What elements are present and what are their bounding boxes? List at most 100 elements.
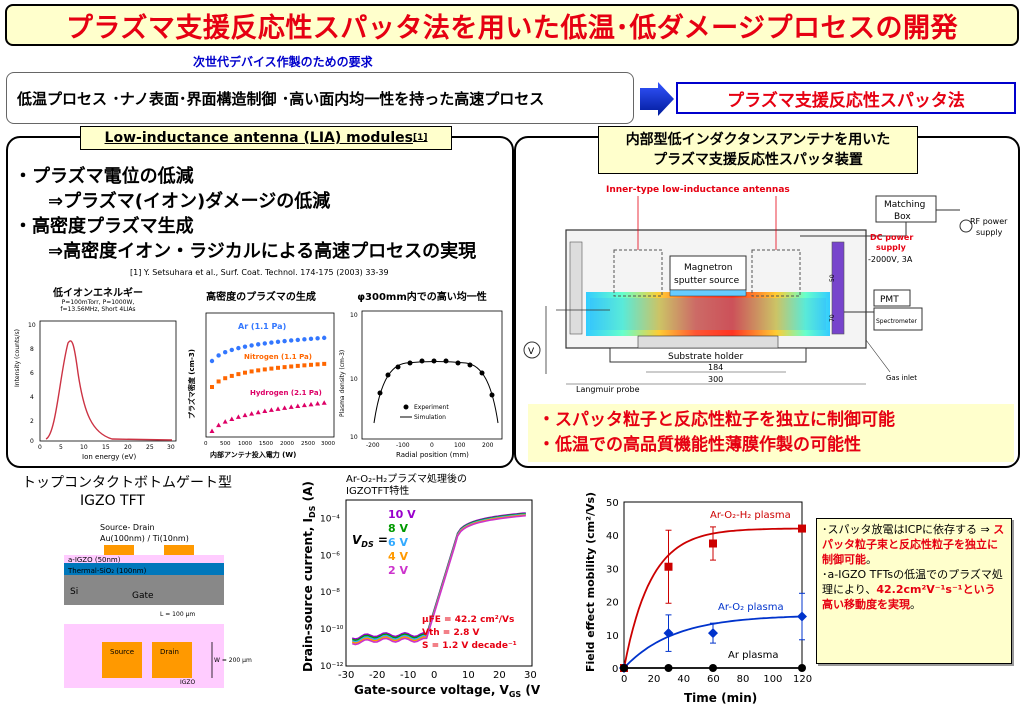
- ion-chart-svg: Intensity (counts/s) Ion energy (eV) 0 5…: [14, 320, 177, 461]
- ion-chart-xlabel: Ion energy (eV): [82, 453, 136, 461]
- mobility-ytick: 0: [612, 664, 618, 675]
- channel-width-label: W = 200 μm: [214, 657, 252, 664]
- bullet-1-sub: ⇒プラズマ(イオン)ダメージの低減: [48, 191, 331, 212]
- density-point: [209, 358, 215, 364]
- note-end-1: 。: [866, 553, 877, 566]
- density-point: [229, 416, 235, 422]
- voltmeter-icon: [523, 341, 541, 359]
- magnetron-label-1: Magnetron: [684, 263, 732, 273]
- top-view-igzo: [64, 624, 224, 688]
- transfer-xtick: -10: [400, 670, 416, 681]
- density-points: [209, 335, 327, 433]
- transfer-yticks: 10⁻⁴ 10⁻⁶ 10⁻⁸ 10⁻¹⁰ 10⁻¹²: [320, 514, 344, 672]
- transfer-legend-item: 6 V: [388, 536, 408, 549]
- top-view-source: [102, 642, 142, 678]
- density-xtick: 2500: [301, 441, 315, 447]
- density-point: [256, 368, 261, 373]
- density-point: [315, 401, 321, 406]
- density-xtick: 1000: [238, 441, 252, 447]
- density-xtick: 0: [204, 441, 208, 447]
- requirements-box: 低温プロセス ･ナノ表面･界面構造制御 ･高い面内均一性を持った高速プロセス: [6, 72, 634, 124]
- uniformity-xticks: -200 -100 0 100 200: [366, 442, 494, 449]
- transfer-xtick: 20: [493, 670, 506, 681]
- matching-box: [875, 195, 937, 223]
- antenna-left: [613, 249, 663, 297]
- uniformity-point: [419, 358, 425, 364]
- mobility-point: [663, 628, 674, 639]
- mobility-xtick: 120: [793, 674, 812, 685]
- transfer-xtick: -20: [369, 670, 385, 681]
- uniformity-point: [467, 362, 473, 368]
- param-ss: S = 1.2 V decade⁻¹: [422, 641, 517, 651]
- density-point: [276, 365, 280, 370]
- density-point: [315, 362, 320, 367]
- drain-electrode: [164, 545, 194, 555]
- svg-text:V: V: [528, 347, 535, 357]
- magnetron-label-2: sputter source: [674, 276, 740, 286]
- density-chart-svg: Ar (1.1 Pa) Nitrogen (1.1 Pa) Hydrogen (…: [187, 312, 335, 459]
- ion-chart-cond-2: f=13.56MHz, Short 4LIAs: [60, 306, 136, 313]
- feature-2: ・低温での高品質機能性薄膜作製の可能性: [538, 435, 861, 455]
- transfer-ylabel: Drain-source current, IDS (A): [301, 481, 317, 672]
- mobility-chart: 0 20 40 60 80 100 120 0 10 20 30 40 50 Time (min) F…: [584, 492, 812, 705]
- mobility-point: [797, 611, 807, 622]
- lia-title: Low-inductance antenna (LIA) modules [1]: [80, 126, 452, 150]
- density-point: [210, 385, 214, 389]
- density-point: [222, 419, 228, 424]
- density-point: [308, 336, 314, 342]
- uniformity-chart-svg: Experiment Simulation Plasma density (cm…: [339, 310, 503, 459]
- magnetron: [669, 255, 747, 291]
- density-point: [229, 347, 234, 353]
- reference: [1] Y. Setsuhara et al., Surf. Coat. Tec…: [130, 268, 389, 277]
- ion-ytick: 2: [30, 418, 34, 425]
- method-box: プラズマ支援反応性スパッタ法: [676, 82, 1016, 114]
- note-text-1: ･スパッタ放電はICPに依存する ⇒: [822, 523, 994, 536]
- sio2-layer-label: Thermal-SiO₂ (100nm): [67, 567, 147, 575]
- density-point: [243, 370, 247, 375]
- density-point: [262, 408, 268, 414]
- density-point: [262, 341, 267, 346]
- ion-xtick: 20: [124, 444, 132, 451]
- pmt-window: [831, 241, 845, 335]
- vds-label: VDS =: [352, 533, 388, 549]
- density-point: [256, 342, 261, 347]
- density-xticks: 0 500 1000 1500 2000 2500 3000: [204, 441, 335, 447]
- ion-xtick: 5: [59, 444, 63, 451]
- density-chart-title: 高密度のプラズマの生成: [206, 292, 316, 303]
- right-arrow-icon: [640, 82, 674, 116]
- dc-supply-label-1: DC power: [870, 233, 913, 242]
- density-point: [301, 402, 307, 408]
- legend-experiment-marker: [403, 404, 409, 410]
- note-end-2: 。: [910, 598, 921, 611]
- param-vth: Vth = 2.8 V: [422, 628, 480, 638]
- ion-xtick: 15: [102, 444, 110, 451]
- antenna-right: [751, 249, 801, 297]
- ion-energy-curve: [45, 340, 173, 441]
- ion-xtick: 30: [167, 444, 175, 451]
- density-point: [249, 369, 254, 374]
- density-xtick: 3000: [321, 441, 335, 447]
- uniformity-chart-title: φ300mm内での高い均一性: [357, 292, 487, 303]
- density-point: [282, 338, 287, 344]
- mobility-point: [798, 524, 806, 533]
- density-point: [229, 373, 234, 378]
- transfer-title-1: Ar-O₂-H₂プラズマ処理後の: [346, 472, 467, 485]
- dim-50: 50: [829, 274, 836, 282]
- source-drain-label: Source- Drain: [100, 523, 155, 532]
- sio2-layer: [64, 563, 224, 575]
- density-point: [302, 337, 307, 342]
- density-point: [269, 340, 274, 345]
- series-h2-label: Hydrogen (2.1 Pa): [250, 389, 322, 397]
- mobility-xtick: 60: [707, 674, 720, 685]
- source-drain-spec: Au(100nm) / Ti(10nm): [100, 534, 189, 543]
- density-point: [282, 405, 288, 410]
- si-label: Si: [70, 587, 78, 597]
- note-item-2: ･a-IGZO TFTsの低温でのプラズマ処理により、42.2cm²V⁻¹s⁻¹…: [822, 567, 1006, 612]
- transfer-curves: [351, 512, 526, 646]
- uniformity-point: [377, 390, 383, 396]
- mobility-point: [664, 664, 673, 672]
- transfer-ytick: 10⁻⁶: [320, 551, 340, 561]
- transfer-legend-item: 2 V: [388, 564, 408, 577]
- uniformity-point: [479, 370, 485, 376]
- density-point: [216, 379, 221, 384]
